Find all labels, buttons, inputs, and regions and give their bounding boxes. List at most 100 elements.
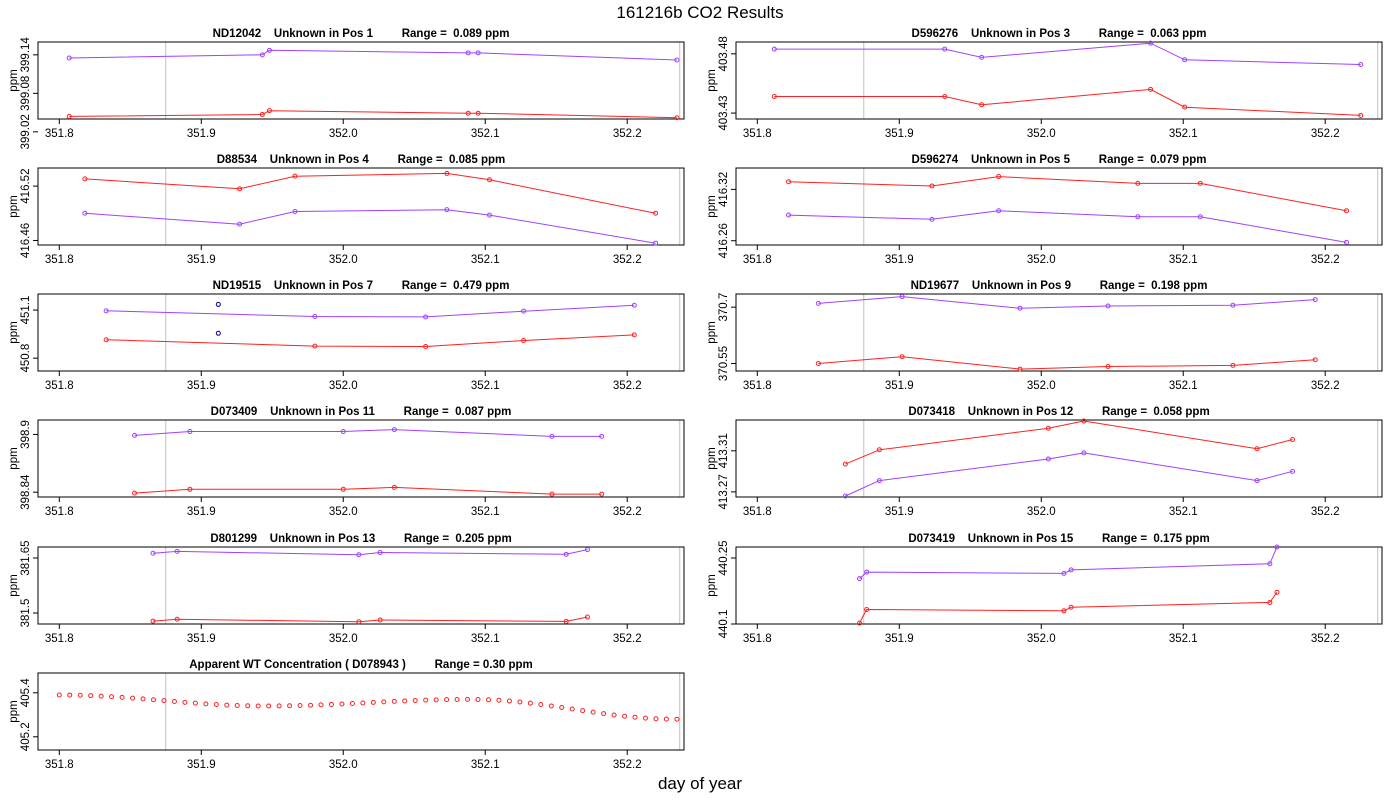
data-point-cal xyxy=(82,210,88,216)
chart-9: D801299 Unknown in Pos 13 Range = 0.205 … xyxy=(8,533,685,645)
x-tick-label: 352.2 xyxy=(1311,380,1340,392)
chart-10: D073419 Unknown in Pos 15 Range = 0.175 … xyxy=(706,533,1383,645)
data-point-raw xyxy=(979,102,985,108)
data-point-wt xyxy=(255,703,261,709)
x-tick-label: 352.2 xyxy=(1311,506,1340,518)
data-point-raw xyxy=(771,93,777,99)
y-tick-label: 398.9 xyxy=(20,420,32,449)
data-point-cal xyxy=(1105,303,1111,309)
data-point-cal xyxy=(312,313,318,319)
data-point-cal xyxy=(653,240,659,246)
data-point-wt xyxy=(308,702,314,708)
data-point-cal xyxy=(631,302,637,308)
y-tick-label: 370.55 xyxy=(718,346,730,381)
data-point-cal xyxy=(266,47,272,53)
x-tick-label: 352.2 xyxy=(1311,254,1340,266)
data-point-wt xyxy=(601,711,607,717)
data-point-wt xyxy=(234,703,240,709)
data-point-cal xyxy=(1290,468,1296,474)
panel-10: D073419 Unknown in Pos 15 Range = 0.175 … xyxy=(698,527,1394,652)
x-tick-label: 351.8 xyxy=(743,633,772,645)
y-tick-label: 440.25 xyxy=(718,540,730,575)
panel-4: D596274 Unknown in Pos 5 Range = 0.079 p… xyxy=(698,148,1394,273)
data-point-cal xyxy=(1267,561,1273,567)
data-point-cal xyxy=(1274,544,1280,550)
data-point-wt xyxy=(56,692,62,698)
series-line-cal xyxy=(69,49,677,61)
y-tick-label: 403.48 xyxy=(718,36,730,71)
series-line-raw xyxy=(845,420,1293,465)
data-point-cal xyxy=(103,308,109,314)
plot-frame xyxy=(735,293,1383,372)
data-point-other xyxy=(215,330,221,336)
data-point-wt xyxy=(475,696,481,702)
x-tick-label: 352.1 xyxy=(1169,633,1198,645)
data-point-cal xyxy=(423,314,429,320)
series-line-raw xyxy=(134,486,602,495)
panel-9: D801299 Unknown in Pos 13 Range = 0.205 … xyxy=(0,527,696,652)
data-point-wt xyxy=(506,698,512,704)
plot-frame xyxy=(37,167,685,246)
panel-title: ND19677 Unknown in Pos 9 Range = 0.198 p… xyxy=(911,280,1208,292)
data-point-cal xyxy=(929,216,935,222)
data-point-wt xyxy=(423,697,429,703)
data-point-raw xyxy=(1105,363,1111,369)
data-point-wt xyxy=(109,694,115,700)
x-tick-label: 352.2 xyxy=(613,128,642,140)
data-point-cal xyxy=(292,208,298,214)
x-tick-label: 351.9 xyxy=(885,633,914,645)
data-point-wt xyxy=(119,694,125,700)
x-tick-label: 352.1 xyxy=(1169,254,1198,266)
panel-8: D073418 Unknown in Pos 12 Range = 0.058 … xyxy=(698,400,1394,525)
data-point-wt xyxy=(88,693,94,699)
data-point-raw xyxy=(1017,366,1023,372)
chart-4: D596274 Unknown in Pos 5 Range = 0.079 p… xyxy=(706,154,1383,266)
y-axis-label: ppm xyxy=(8,321,20,343)
x-tick-label: 352.0 xyxy=(1027,506,1056,518)
data-point-wt xyxy=(632,714,638,720)
data-point-cal xyxy=(1254,478,1260,484)
panel-6: ND19677 Unknown in Pos 9 Range = 0.198 p… xyxy=(698,274,1394,399)
data-point-raw xyxy=(521,338,527,344)
x-tick-label: 352.0 xyxy=(1027,633,1056,645)
y-axis-label: ppm xyxy=(706,195,718,217)
panel-5: ND19515 Unknown in Pos 7 Range = 0.479 p… xyxy=(0,274,696,399)
y-tick-label: 451.1 xyxy=(20,296,32,325)
x-tick-label: 351.9 xyxy=(187,380,216,392)
data-point-raw xyxy=(864,606,870,612)
chart-3: D88534 Unknown in Pos 4 Range = 0.085 pp… xyxy=(8,154,685,266)
data-point-raw xyxy=(132,490,138,496)
y-tick-label: 405.4 xyxy=(20,678,32,707)
x-tick-label: 352.2 xyxy=(1311,633,1340,645)
panel-title: D596274 Unknown in Pos 5 Range = 0.079 p… xyxy=(912,154,1207,166)
series-line-cal xyxy=(774,42,1361,65)
y-axis-label: ppm xyxy=(706,447,718,469)
series-line-cal xyxy=(106,304,635,318)
data-point-raw xyxy=(312,343,318,349)
data-point-wt xyxy=(381,699,387,705)
x-tick-label: 351.8 xyxy=(45,506,74,518)
data-point-raw xyxy=(1197,180,1203,186)
data-point-cal xyxy=(521,308,527,314)
data-point-cal xyxy=(1045,456,1051,462)
x-tick-label: 352.2 xyxy=(613,254,642,266)
data-point-cal xyxy=(815,300,821,306)
data-point-raw xyxy=(857,620,863,626)
data-point-raw xyxy=(187,486,193,492)
data-point-cal xyxy=(1148,40,1154,46)
data-point-raw xyxy=(423,343,429,349)
data-point-cal xyxy=(237,221,243,227)
panel-3: D88534 Unknown in Pos 4 Range = 0.085 pp… xyxy=(0,148,696,273)
x-tick-label: 351.8 xyxy=(743,128,772,140)
data-point-raw xyxy=(876,447,882,453)
series-line-cal xyxy=(818,296,1316,309)
data-point-raw xyxy=(66,113,72,119)
data-point-wt xyxy=(538,702,544,708)
data-point-cal xyxy=(1017,305,1023,311)
data-point-wt xyxy=(151,697,157,703)
data-point-wt xyxy=(203,701,209,707)
y-axis-label: ppm xyxy=(8,195,20,217)
plot-frame xyxy=(735,167,1383,246)
series-line-raw xyxy=(788,176,1347,212)
data-point-wt xyxy=(454,696,460,702)
